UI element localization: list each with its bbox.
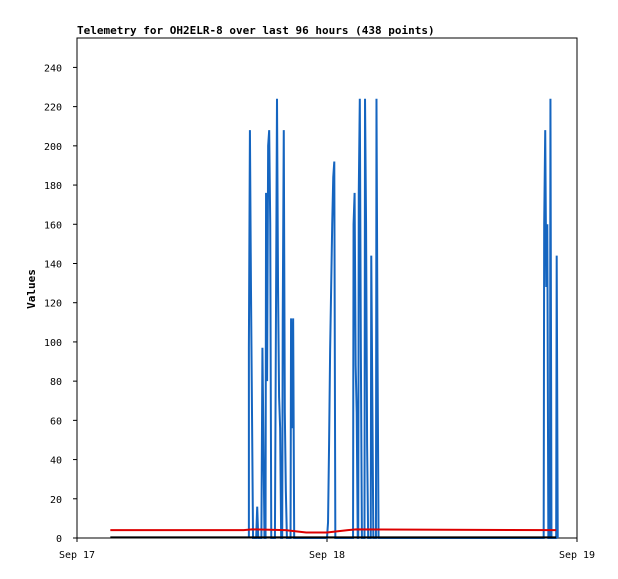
y-tick-label: 140 [44,259,62,270]
y-tick-label: 60 [50,416,62,427]
y-tick-label: 0 [56,534,62,545]
y-tick-label: 220 [44,103,62,114]
x-tick-label: Sep 19 [559,550,595,561]
chart-title: Telemetry for OH2ELR-8 over last 96 hour… [77,24,435,37]
y-axis-label: Values [25,269,38,309]
y-tick-label: 100 [44,338,62,349]
y-tick-label: 120 [44,299,62,310]
y-tick-label: 160 [44,220,62,231]
y-tick-label: 200 [44,142,62,153]
series-layer [110,98,559,539]
x-axis: Sep 17 Sep 18 Sep 19 [59,538,595,561]
series-line-blue [247,98,559,539]
y-tick-label: 180 [44,181,62,192]
x-tick-label: Sep 17 [59,550,95,561]
y-axis: 0 20 40 60 80 100 120 140 160 180 200 220 240 [44,63,77,545]
x-tick-label: Sep 18 [309,550,345,561]
y-tick-label: 20 [50,495,62,506]
plot-frame [76,37,578,539]
series-line-red [110,528,557,534]
y-tick-label: 80 [50,377,62,388]
y-tick-label: 40 [50,456,62,467]
y-tick-label: 240 [44,63,62,74]
